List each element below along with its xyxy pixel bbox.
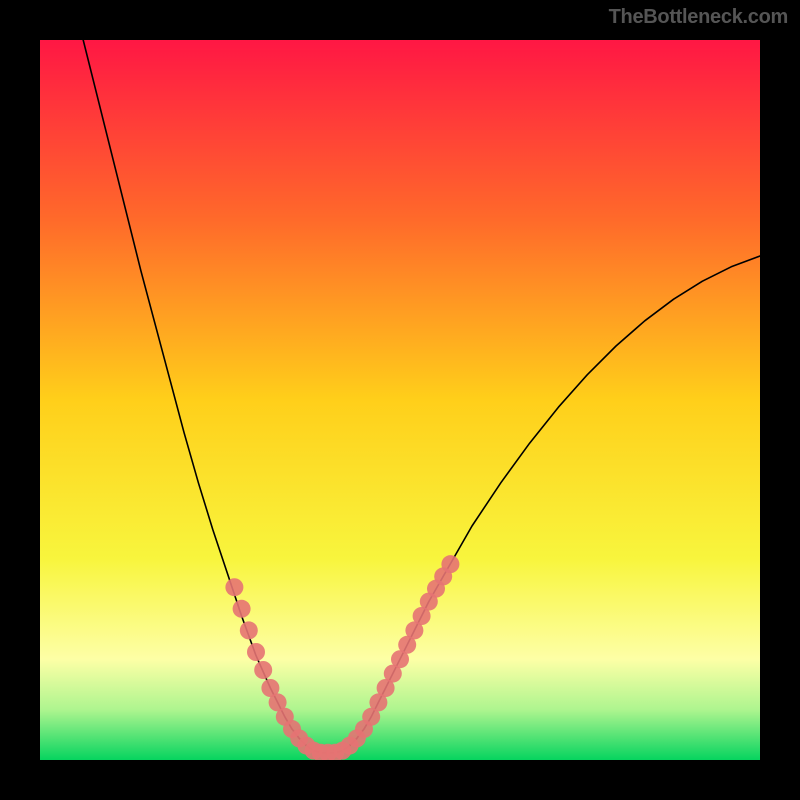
data-point-marker: [254, 661, 272, 679]
data-point-marker: [225, 578, 243, 596]
data-point-marker: [233, 600, 251, 618]
data-point-marker: [240, 621, 258, 639]
plot-svg: [40, 40, 760, 760]
watermark-text: TheBottleneck.com: [609, 6, 788, 29]
plot-area: [40, 40, 760, 760]
data-point-marker: [247, 643, 265, 661]
data-point-marker: [441, 555, 459, 573]
chart-container: TheBottleneck.com: [0, 0, 800, 800]
